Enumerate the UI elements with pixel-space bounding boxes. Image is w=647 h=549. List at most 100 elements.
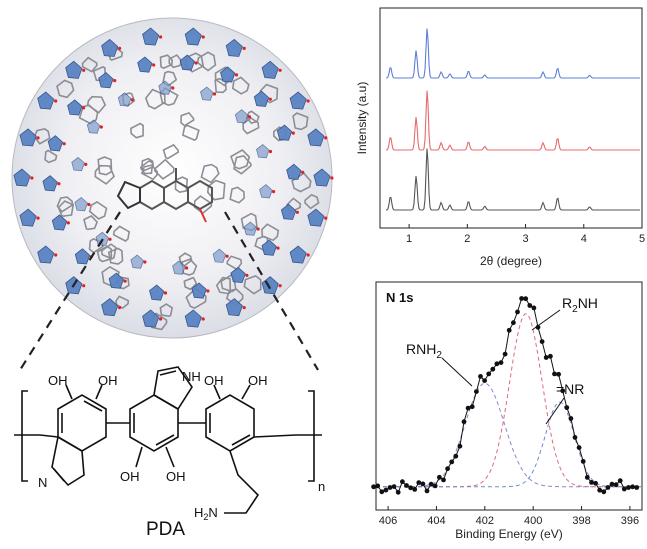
label-repeat-n: n xyxy=(318,479,325,494)
xps-data-point xyxy=(457,443,463,449)
metal-node-polyhedron xyxy=(117,92,132,107)
linker-ring xyxy=(96,245,113,263)
oxygen-atom xyxy=(201,317,205,321)
xps-xlabel: Binding Energy (eV) xyxy=(455,527,562,541)
linker-ring xyxy=(44,149,58,164)
metal-node-polyhedron xyxy=(158,80,172,95)
oxygen-atom xyxy=(330,176,334,180)
xps-data-point xyxy=(486,371,492,377)
oxygen-atom xyxy=(66,221,70,225)
metal-node-polyhedron xyxy=(101,298,119,317)
linker-ring xyxy=(97,156,113,176)
annotation-rnh2: RNH2 xyxy=(406,341,442,361)
linker-ring xyxy=(81,56,98,73)
xps-data-point xyxy=(634,485,640,490)
xps-data-point xyxy=(601,489,607,495)
linker-ring xyxy=(259,83,279,104)
ring-left xyxy=(57,394,107,452)
xrd-tick-label: 4 xyxy=(581,233,587,245)
cage-polyhedra xyxy=(13,27,334,328)
pyrroline-ring xyxy=(51,435,85,487)
xrd-xlabel: 2θ (degree) xyxy=(480,254,542,268)
xps-data-point xyxy=(482,378,487,383)
metal-node-polyhedron xyxy=(47,135,64,152)
xps-data-point xyxy=(428,481,434,487)
metal-node-polyhedron xyxy=(184,309,202,328)
metal-node-polyhedron xyxy=(289,91,307,110)
linker-ring xyxy=(57,200,75,218)
xps-data-point xyxy=(621,486,627,492)
xps-data-point xyxy=(560,388,566,394)
linker-ring xyxy=(304,193,320,210)
linker-ring xyxy=(112,225,131,242)
label-oh-1: OH xyxy=(48,373,68,388)
oxygen-atom xyxy=(113,79,117,83)
oxygen-atom xyxy=(291,131,295,135)
xps-data-point xyxy=(626,485,631,490)
xps-data-point xyxy=(469,404,475,410)
label-h2n: H2N xyxy=(194,505,218,522)
linker-ring xyxy=(233,155,252,175)
annotation-r2nh: R2NH xyxy=(562,295,598,315)
annotation-nr: =NR xyxy=(556,381,584,397)
xps-data-point xyxy=(432,483,438,489)
oxygen-atom xyxy=(57,182,61,186)
xps-data-line xyxy=(373,297,637,494)
linker-ring xyxy=(56,196,74,213)
oxygen-atom xyxy=(272,190,276,194)
linker-ring xyxy=(141,157,155,172)
xps-data-point xyxy=(605,485,611,490)
metal-node-polyhedron xyxy=(191,282,207,299)
oxygen-atom xyxy=(206,289,210,293)
metal-node-polyhedron xyxy=(19,128,37,147)
oxygen-atom xyxy=(130,98,134,102)
xps-data-point xyxy=(568,416,574,421)
oxygen-atom xyxy=(242,306,246,310)
metal-node-polyhedron xyxy=(98,72,114,89)
xps-chart-panel: 406 404 402 400 398 396 N 1s Binding Energy (… xyxy=(350,272,647,544)
xrd-tick-label: 1 xyxy=(406,233,412,245)
xrd-series-line xyxy=(385,28,640,79)
metal-node-polyhedron xyxy=(130,254,144,269)
metal-node-polyhedron xyxy=(286,163,302,180)
xps-data-point xyxy=(416,480,422,485)
metal-node-polyhedron xyxy=(179,54,195,71)
xps-data-point xyxy=(387,485,393,490)
xrd-tick-label: 3 xyxy=(522,233,528,245)
metal-node-polyhedron xyxy=(71,156,85,172)
linker-ring xyxy=(181,258,198,276)
oxygen-atom xyxy=(171,86,175,90)
oxygen-atom xyxy=(36,136,40,140)
linker-ring xyxy=(33,128,51,145)
xps-data-point xyxy=(523,296,529,302)
label-n-ring: N xyxy=(38,475,47,490)
metal-node-polyhedron xyxy=(259,184,273,199)
oxygen-atom xyxy=(306,253,310,257)
oxygen-atom xyxy=(118,46,122,51)
oxygen-atom xyxy=(30,176,34,180)
oxygen-atom xyxy=(295,210,299,214)
oxygen-atom xyxy=(324,216,328,220)
xps-data-point xyxy=(408,485,413,491)
xps-data-point xyxy=(502,351,508,357)
xps-data-point xyxy=(539,339,545,344)
oxygen-atom xyxy=(278,68,282,72)
linker-ring xyxy=(94,164,115,185)
xps-data-point xyxy=(465,405,471,411)
xps-data-point xyxy=(584,475,590,480)
metal-node-polyhedron xyxy=(261,60,279,79)
xps-data-point xyxy=(404,483,409,488)
xps-data-point xyxy=(391,484,397,489)
xps-component-curve xyxy=(376,313,641,488)
xps-component-curve xyxy=(376,401,641,488)
linker-ring xyxy=(242,117,260,135)
metal-node-polyhedron xyxy=(220,66,236,83)
metal-node-polyhedron xyxy=(19,208,37,227)
oxygen-atom xyxy=(185,266,189,270)
xps-tick-label: 396 xyxy=(621,515,639,527)
xps-data-point xyxy=(511,320,516,326)
mof-cage-panel xyxy=(11,17,334,371)
oxygen-atom xyxy=(268,149,273,154)
xps-data-point xyxy=(412,487,418,492)
metal-node-polyhedron xyxy=(307,208,325,227)
